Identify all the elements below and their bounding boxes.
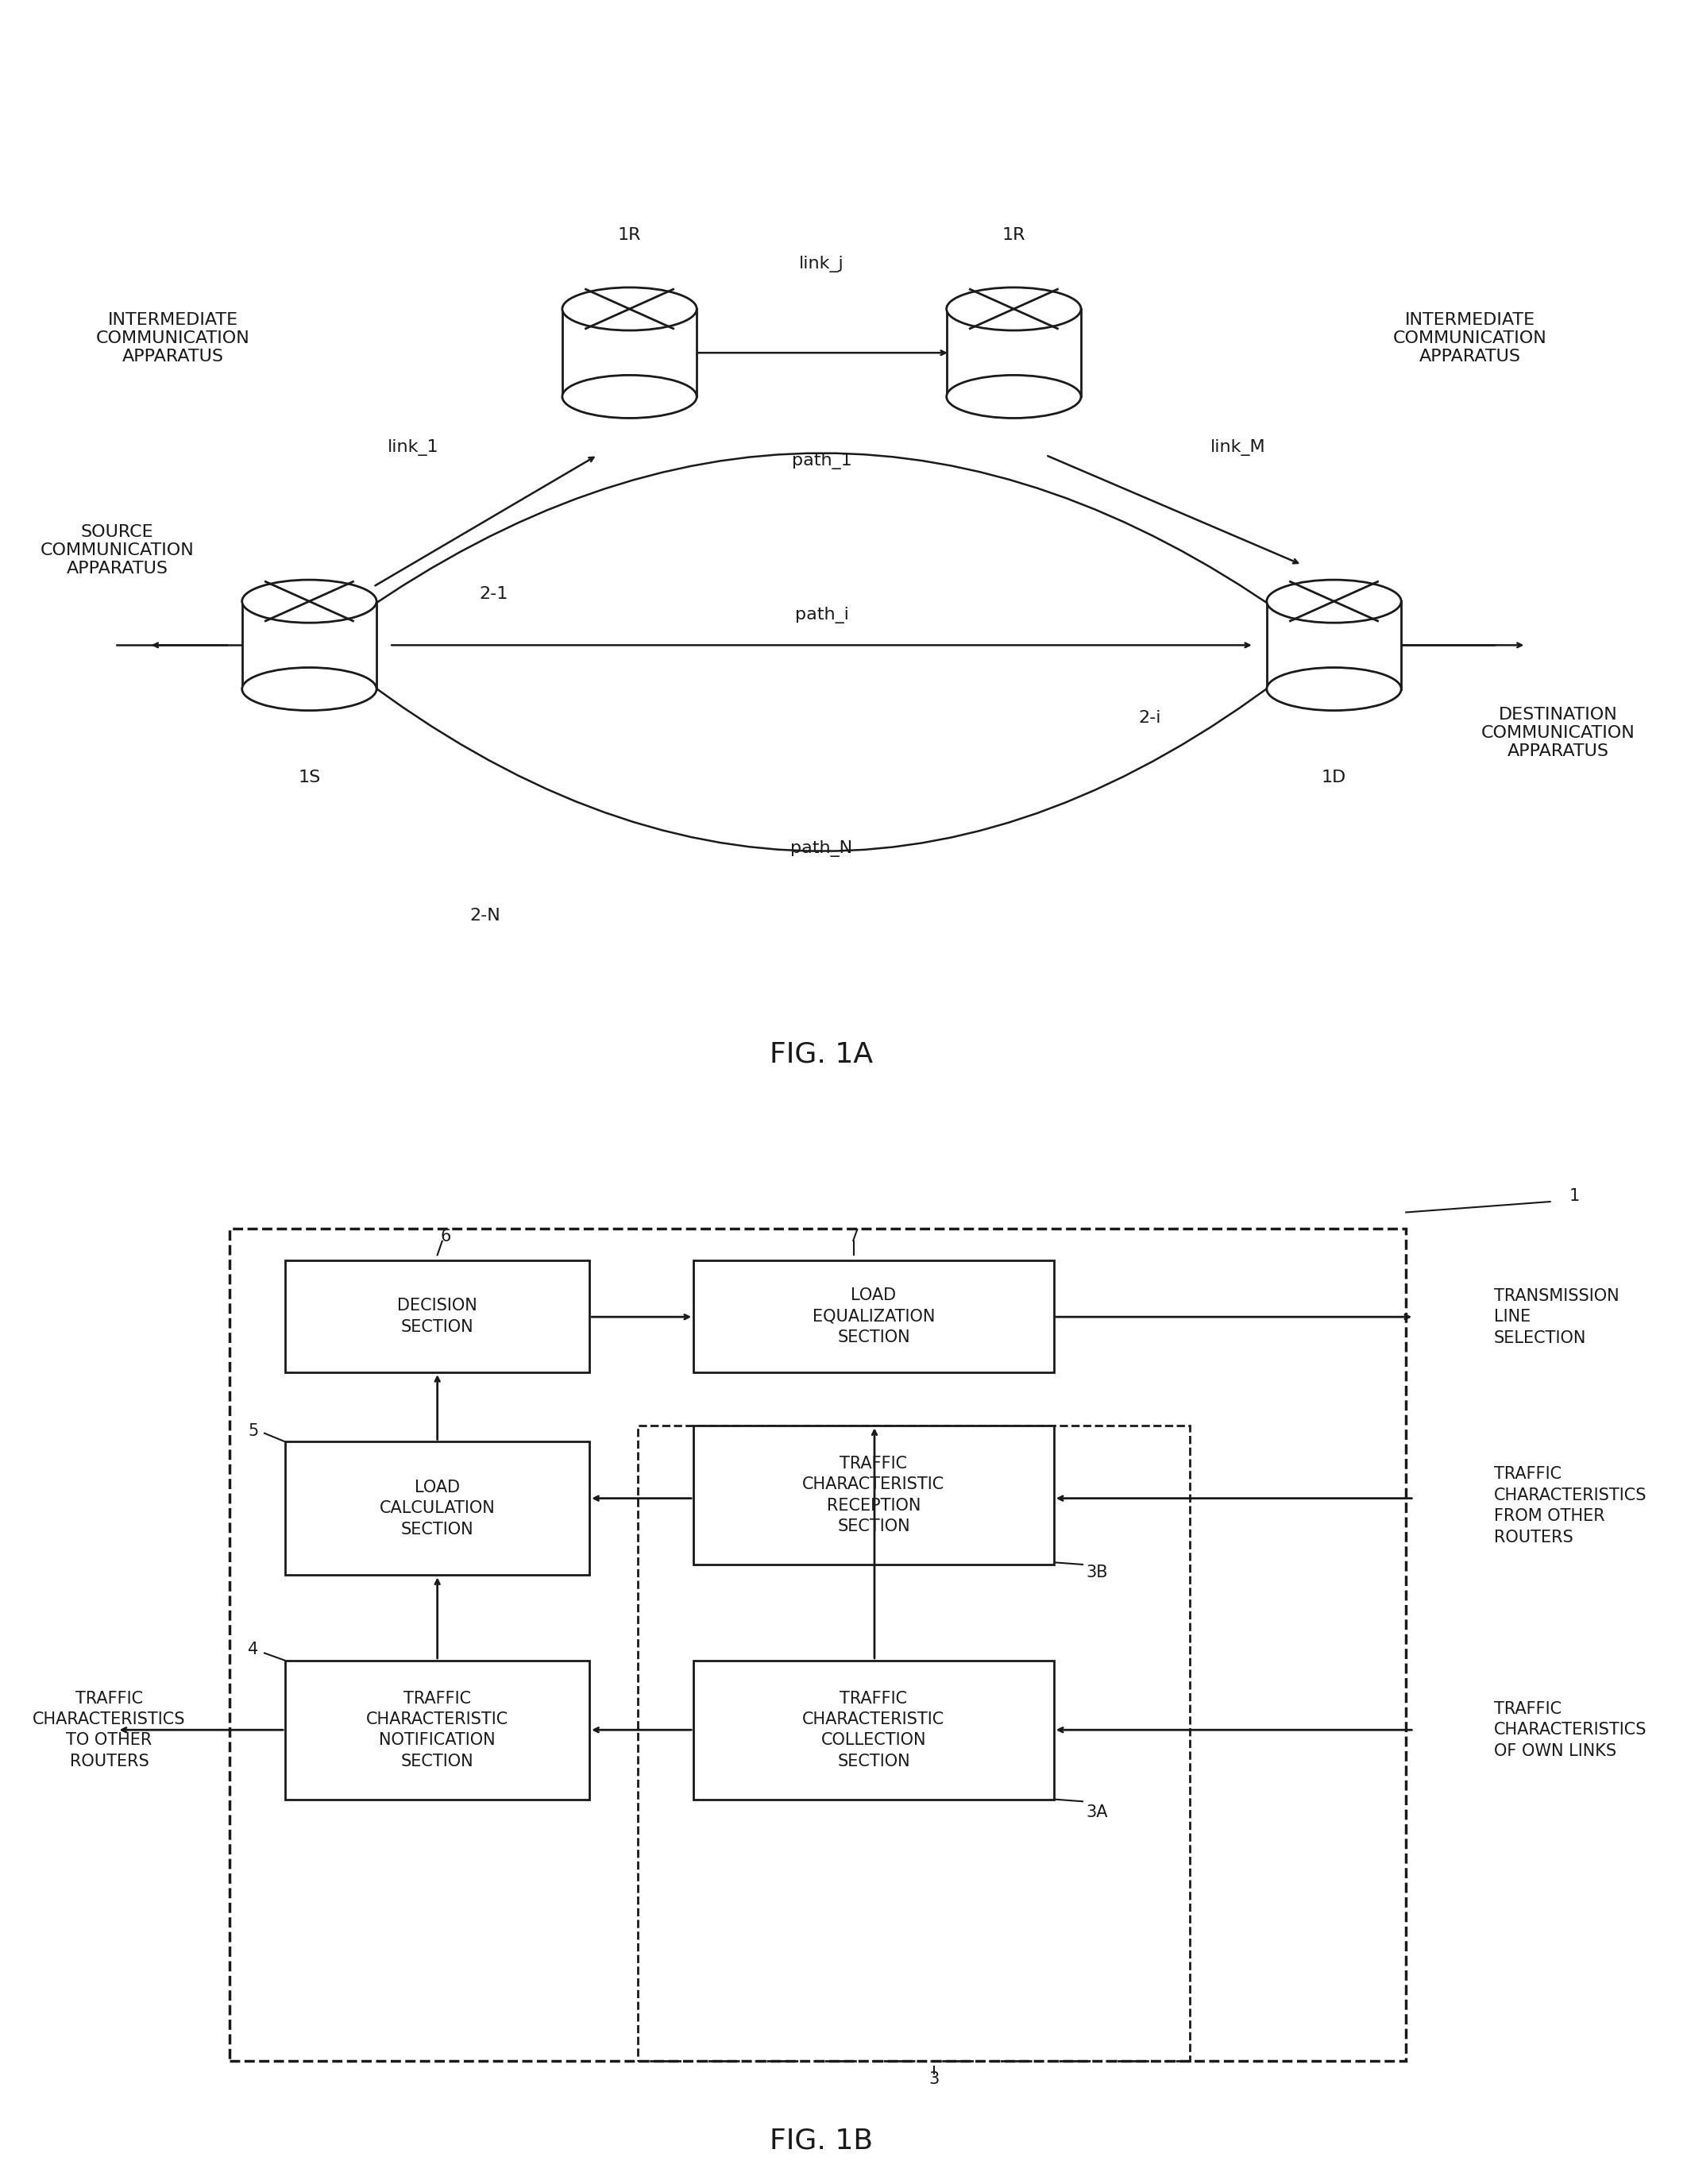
Text: TRAFFIC
CHARACTERISTICS
TO OTHER
ROUTERS: TRAFFIC CHARACTERISTICS TO OTHER ROUTERS (32, 1690, 186, 1769)
Text: 4: 4 (248, 1642, 258, 1658)
Text: TRAFFIC
CHARACTERISTICS
OF OWN LINKS: TRAFFIC CHARACTERISTICS OF OWN LINKS (1495, 1701, 1647, 1758)
Text: 7: 7 (849, 1230, 859, 1245)
Text: INTERMEDIATE
COMMUNICATION
APPARATUS: INTERMEDIATE COMMUNICATION APPARATUS (1393, 312, 1547, 365)
Text: LOAD
EQUALIZATION
SECTION: LOAD EQUALIZATION SECTION (813, 1289, 935, 1345)
Bar (285, 1441, 589, 1575)
Text: 2-N: 2-N (471, 909, 501, 924)
Text: 3A: 3A (1086, 1804, 1108, 1821)
Bar (562, 308, 697, 397)
Ellipse shape (241, 579, 376, 622)
Ellipse shape (946, 376, 1081, 417)
Text: link_M: link_M (1210, 439, 1265, 456)
Ellipse shape (946, 288, 1081, 330)
Bar (241, 601, 376, 688)
Text: 1D: 1D (1321, 769, 1346, 786)
Bar (638, 1426, 1189, 2062)
Text: 2-i: 2-i (1139, 710, 1161, 727)
Text: 3B: 3B (1086, 1564, 1108, 1581)
Text: LOAD
CALCULATION
SECTION: LOAD CALCULATION SECTION (380, 1479, 496, 1538)
Text: TRAFFIC
CHARACTERISTIC
RECEPTION
SECTION: TRAFFIC CHARACTERISTIC RECEPTION SECTION (803, 1457, 945, 1535)
Text: INTERMEDIATE
COMMUNICATION
APPARATUS: INTERMEDIATE COMMUNICATION APPARATUS (96, 312, 250, 365)
Text: 2-1: 2-1 (479, 585, 508, 603)
Text: DECISION
SECTION: DECISION SECTION (398, 1297, 477, 1334)
Ellipse shape (562, 288, 697, 330)
Text: 6: 6 (440, 1230, 450, 1245)
Bar (229, 1227, 1405, 2062)
Ellipse shape (1267, 579, 1402, 622)
Text: FIG. 1A: FIG. 1A (769, 1042, 874, 1068)
Ellipse shape (562, 376, 697, 417)
Text: 3: 3 (928, 2070, 940, 2088)
Text: path_N: path_N (791, 841, 852, 856)
Text: link_j: link_j (800, 256, 844, 273)
Text: path_1: path_1 (791, 452, 852, 470)
Text: TRAFFIC
CHARACTERISTIC
COLLECTION
SECTION: TRAFFIC CHARACTERISTIC COLLECTION SECTIO… (803, 1690, 945, 1769)
Text: path_i: path_i (795, 607, 849, 622)
Bar (1267, 601, 1402, 688)
Text: 1R: 1R (617, 227, 641, 242)
Text: TRAFFIC
CHARACTERISTICS
FROM OTHER
ROUTERS: TRAFFIC CHARACTERISTICS FROM OTHER ROUTE… (1495, 1465, 1647, 1546)
Bar (693, 1660, 1054, 1800)
Text: 1S: 1S (299, 769, 321, 786)
Bar (693, 1426, 1054, 1564)
Text: SOURCE
COMMUNICATION
APPARATUS: SOURCE COMMUNICATION APPARATUS (40, 524, 194, 577)
Text: 1: 1 (1569, 1188, 1579, 1203)
Ellipse shape (1267, 668, 1402, 710)
Text: TRANSMISSION
LINE
SELECTION: TRANSMISSION LINE SELECTION (1495, 1289, 1620, 1345)
Text: 1R: 1R (1002, 227, 1026, 242)
Bar (285, 1660, 589, 1800)
Bar (693, 1260, 1054, 1372)
Bar (946, 308, 1081, 397)
Ellipse shape (241, 668, 376, 710)
Text: link_1: link_1 (388, 439, 439, 456)
Text: DESTINATION
COMMUNICATION
APPARATUS: DESTINATION COMMUNICATION APPARATUS (1481, 705, 1635, 760)
Text: 5: 5 (248, 1424, 258, 1439)
Text: FIG. 1B: FIG. 1B (769, 2127, 874, 2153)
Bar (285, 1260, 589, 1372)
Text: TRAFFIC
CHARACTERISTIC
NOTIFICATION
SECTION: TRAFFIC CHARACTERISTIC NOTIFICATION SECT… (366, 1690, 508, 1769)
